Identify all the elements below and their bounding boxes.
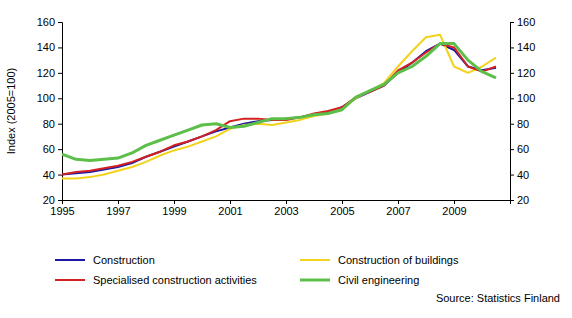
y2-axis-tick-mark xyxy=(510,124,514,125)
y-axis-tick: 120 xyxy=(37,67,62,79)
y-axis-tick-label: 80 xyxy=(43,118,55,130)
x-axis-tick: 2007 xyxy=(386,200,410,217)
x-axis-tick-mark xyxy=(286,200,287,204)
x-axis-tick-label: 1995 xyxy=(50,205,74,217)
y-axis-tick-mark xyxy=(58,47,62,48)
legend-item: Specialised construction activities xyxy=(55,274,257,286)
y2-axis-tick-mark xyxy=(510,149,514,150)
y2-axis-tick-label: 160 xyxy=(517,16,535,28)
y2-axis-tick: 100 xyxy=(510,92,535,104)
x-axis-tick: 1997 xyxy=(106,200,130,217)
x-axis-tick-label: 2007 xyxy=(386,205,410,217)
legend-swatch xyxy=(55,279,85,281)
x-axis-tick: 2009 xyxy=(442,200,466,217)
legend-item: Civil engineering xyxy=(300,274,419,286)
y2-axis-tick: 20 xyxy=(510,194,529,206)
y-axis-tick: 160 xyxy=(37,16,62,28)
y2-axis-tick-label: 140 xyxy=(517,41,535,53)
y-axis-tick-label: 140 xyxy=(37,41,55,53)
y2-axis: 20 40 60 80 100 120 140 160 xyxy=(510,16,535,206)
y-axis-tick-mark xyxy=(58,175,62,176)
x-axis-tick: 1995 xyxy=(50,200,74,217)
y-axis-tick-mark xyxy=(58,73,62,74)
legend-swatch xyxy=(300,259,330,261)
x-axis-tick: 2003 xyxy=(274,200,298,217)
y2-axis-tick: 80 xyxy=(510,118,529,130)
series-line xyxy=(62,44,496,175)
chart: 2040608010012014016020406080100120140160… xyxy=(0,0,572,318)
series-line xyxy=(62,44,496,175)
x-axis-tick-mark xyxy=(342,200,343,204)
legend-swatch xyxy=(300,279,330,282)
legend-label: Civil engineering xyxy=(338,274,419,286)
legend-swatch xyxy=(55,259,85,261)
x-axis: 1995 1997 1999 2001 2003 2005 2007 2009 xyxy=(50,200,510,217)
y2-axis-tick: 40 xyxy=(510,169,529,181)
y2-axis-tick-label: 60 xyxy=(517,143,529,155)
y-axis-tick: 100 xyxy=(37,92,62,104)
y2-axis-line xyxy=(511,23,515,201)
x-axis-tick-mark xyxy=(118,200,119,204)
y-axis-tick-mark xyxy=(58,22,62,23)
y-axis-tick-mark xyxy=(58,98,62,99)
plot-area xyxy=(62,35,496,179)
x-axis-tick: 2001 xyxy=(218,200,242,217)
legend-label: Construction xyxy=(93,254,155,266)
legend-label: Construction of buildings xyxy=(338,254,459,266)
x-axis-tick-label: 2009 xyxy=(442,205,466,217)
y2-axis-tick-mark xyxy=(510,73,514,74)
y2-axis-tick-label: 120 xyxy=(517,67,535,79)
y-axis-tick: 60 xyxy=(43,143,62,155)
series-line xyxy=(62,35,496,179)
y2-axis-tick-label: 20 xyxy=(517,194,529,206)
x-axis-tick-mark xyxy=(62,200,63,204)
x-axis-tick-mark xyxy=(398,200,399,204)
y2-axis-tick: 120 xyxy=(510,67,535,79)
y2-axis-tick-mark xyxy=(510,47,514,48)
series-line xyxy=(62,44,496,161)
y2-axis-tick-label: 100 xyxy=(517,92,535,104)
x-axis-tick: 2005 xyxy=(330,200,354,217)
legend-item: Construction of buildings xyxy=(300,254,459,266)
y-axis-tick-label: 60 xyxy=(43,143,55,155)
x-axis-tick-label: 1997 xyxy=(106,205,130,217)
y-axis-tick-label: 120 xyxy=(37,67,55,79)
y2-axis-tick-mark xyxy=(510,98,514,99)
y2-axis-tick-label: 80 xyxy=(517,118,529,130)
y-axis-tick: 140 xyxy=(37,41,62,53)
y-axis-tick-label: 160 xyxy=(37,16,55,28)
x-axis-tick-label: 2005 xyxy=(330,205,354,217)
y-axis-line xyxy=(58,23,63,201)
x-axis-tick-label: 1999 xyxy=(162,205,186,217)
y2-axis-tick: 140 xyxy=(510,41,535,53)
y2-axis-tick-label: 40 xyxy=(517,169,529,181)
x-axis-tick-mark xyxy=(454,200,455,204)
y2-axis-tick: 160 xyxy=(510,16,535,28)
x-axis-tick-label: 2001 xyxy=(218,205,242,217)
y-axis-tick-mark xyxy=(58,124,62,125)
y-axis: 20406080100120140160 xyxy=(37,16,63,206)
y-axis-tick-mark xyxy=(58,200,62,201)
legend-item: Construction xyxy=(55,254,155,266)
legend-label: Specialised construction activities xyxy=(93,274,257,286)
x-axis-tick-mark xyxy=(174,200,175,204)
y-axis-tick: 40 xyxy=(43,169,62,181)
x-axis-line xyxy=(63,201,511,205)
legend: Construction Construction of buildings Spe… xyxy=(55,254,459,286)
x-axis-tick-label: 2003 xyxy=(274,205,298,217)
y-axis-title: Index (2005=100) xyxy=(5,68,17,155)
y-axis-tick: 80 xyxy=(43,118,62,130)
y-axis-tick-label: 40 xyxy=(43,169,55,181)
y2-axis-tick: 60 xyxy=(510,143,529,155)
y2-axis-tick-mark xyxy=(510,22,514,23)
source-note: Source: Statistics Finland xyxy=(436,292,560,304)
x-axis-tick-mark xyxy=(230,200,231,204)
y2-axis-tick-mark xyxy=(510,175,514,176)
x-axis-tick: 1999 xyxy=(162,200,186,217)
y-axis-tick-label: 100 xyxy=(37,92,55,104)
y-axis-tick-mark xyxy=(58,149,62,150)
